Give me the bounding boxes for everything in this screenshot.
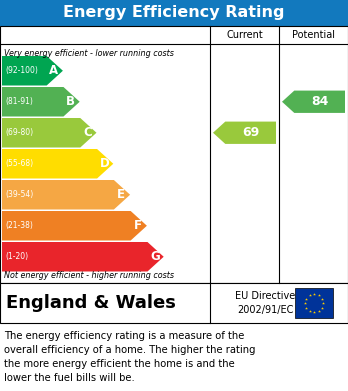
Polygon shape	[2, 149, 113, 179]
Bar	[0, 283, 348, 323]
Polygon shape	[2, 87, 80, 117]
Text: (81-91): (81-91)	[5, 97, 33, 106]
Polygon shape	[2, 211, 147, 240]
Text: Energy Efficiency Rating: Energy Efficiency Rating	[63, 5, 285, 20]
Text: (39-54): (39-54)	[5, 190, 33, 199]
Text: EU Directive
2002/91/EC: EU Directive 2002/91/EC	[235, 291, 295, 315]
Text: E: E	[117, 188, 125, 201]
Polygon shape	[2, 56, 63, 86]
Polygon shape	[2, 118, 96, 147]
Text: C: C	[83, 126, 92, 139]
Text: (55-68): (55-68)	[5, 159, 33, 168]
Text: (21-38): (21-38)	[5, 221, 33, 230]
Polygon shape	[282, 91, 345, 113]
Text: Very energy efficient - lower running costs: Very energy efficient - lower running co…	[4, 48, 174, 57]
Text: B: B	[66, 95, 75, 108]
Text: (1-20): (1-20)	[5, 252, 28, 261]
Text: 69: 69	[242, 126, 259, 139]
Polygon shape	[213, 122, 276, 144]
Text: (92-100): (92-100)	[5, 66, 38, 75]
Text: Not energy efficient - higher running costs: Not energy efficient - higher running co…	[4, 271, 174, 280]
Text: The energy efficiency rating is a measure of the
overall efficiency of a home. T: The energy efficiency rating is a measur…	[4, 331, 255, 383]
Polygon shape	[2, 242, 164, 271]
Text: Potential: Potential	[292, 30, 335, 40]
Text: D: D	[100, 157, 109, 170]
Text: (69-80): (69-80)	[5, 128, 33, 137]
Text: Current: Current	[226, 30, 263, 40]
Text: F: F	[134, 219, 142, 232]
Bar	[295, 288, 333, 318]
Bar	[0, 0, 348, 26]
Bar	[0, 26, 348, 283]
Text: 84: 84	[311, 95, 328, 108]
Text: England & Wales: England & Wales	[6, 294, 176, 312]
Text: A: A	[49, 64, 58, 77]
Polygon shape	[2, 180, 130, 210]
Text: G: G	[150, 250, 160, 263]
